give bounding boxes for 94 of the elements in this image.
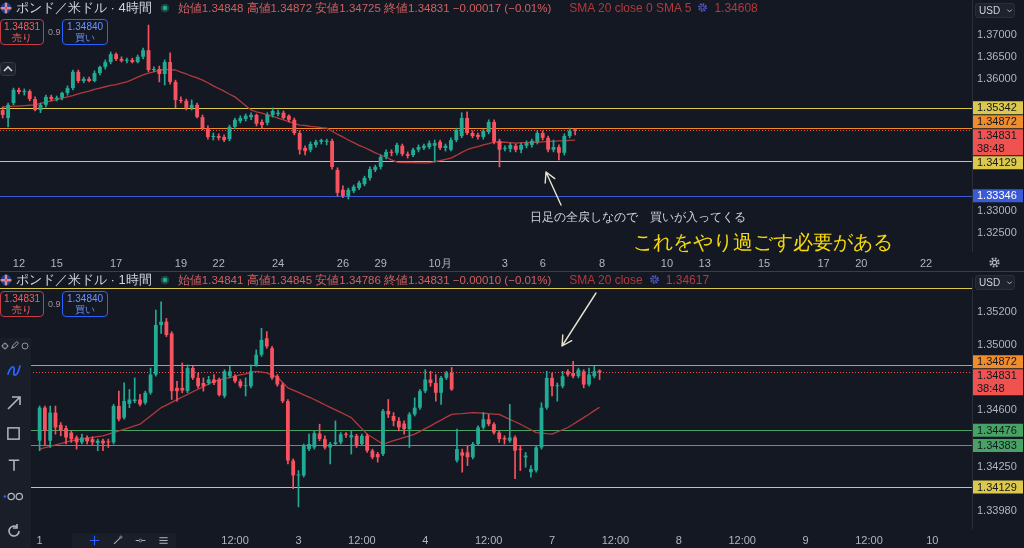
annotation: 売り bbox=[12, 32, 32, 43]
x-tick-label: 12:00 bbox=[474, 533, 503, 546]
y-tick-label: 1.37000 bbox=[977, 27, 1017, 40]
text: SMA 20 close bbox=[569, 272, 643, 287]
x-tick-label: 10月 bbox=[428, 256, 452, 269]
candlestick bbox=[344, 432, 348, 438]
sell-button: 1.34831 売り bbox=[0, 19, 44, 45]
text: 38:48 bbox=[977, 142, 1005, 155]
x-tick-label: 8 bbox=[599, 256, 606, 269]
y-tick-label: 1.35000 bbox=[977, 337, 1017, 350]
x-tick-label: 22 bbox=[212, 256, 225, 269]
y-tick-label: 1.35200 bbox=[977, 304, 1017, 317]
x-tick-label: 12 bbox=[12, 256, 26, 269]
x-tick-label: 9 bbox=[802, 533, 809, 546]
chart-title: ポンド／米ドル · 4時間 bbox=[16, 0, 152, 15]
x-tick-label: 3 bbox=[295, 533, 302, 546]
y-tick-label: 1.33000 bbox=[977, 203, 1017, 216]
candlestick bbox=[178, 96, 183, 104]
annotation: 0.9 bbox=[48, 299, 61, 309]
x-tick-label: 12:00 bbox=[855, 533, 883, 546]
currency-dropdown: USD bbox=[975, 275, 1015, 290]
ref-line-label: 1.34129 bbox=[977, 480, 1017, 493]
candlestick bbox=[132, 377, 137, 404]
annotation: これをやり過ごす必要がある bbox=[633, 230, 893, 254]
annotation: 始値1.34841 高値1.34845 安値1.34786 終値1.34831 −0.00010 (−0.01%) bbox=[177, 272, 552, 287]
x-tick-label: 17 bbox=[817, 256, 830, 269]
text: SMA 20 close 0 SMA 5 bbox=[569, 0, 692, 15]
y-tick-label: 1.33980 bbox=[977, 504, 1017, 517]
x-tick-label: 6 bbox=[539, 256, 546, 269]
ref-line-label: 1.34831 bbox=[977, 129, 1017, 142]
x-tick-label: 12:00 bbox=[348, 533, 376, 546]
candlestick bbox=[507, 404, 512, 443]
annotation: 買い bbox=[75, 304, 95, 315]
y-tick-label: 1.36500 bbox=[977, 49, 1017, 62]
x-tick-label: 15 bbox=[757, 256, 771, 269]
x-tick-label: 20 bbox=[855, 256, 868, 269]
x-tick-label: 12:00 bbox=[601, 533, 630, 546]
annotation: 1.34617 bbox=[665, 272, 710, 287]
candlestick bbox=[375, 452, 380, 463]
x-tick-label: 22 bbox=[919, 256, 933, 269]
currency-dropdown: USD bbox=[975, 3, 1015, 18]
candlestick bbox=[555, 382, 560, 402]
x-tick-label: 19 bbox=[174, 256, 188, 269]
buy-button: 1.34840 買い bbox=[62, 19, 108, 45]
annotation: 日足の全戻しなので 買いが入ってくる bbox=[530, 210, 746, 225]
annotation: 1.34831 bbox=[3, 293, 41, 304]
ref-line-label: 1.33346 bbox=[977, 189, 1017, 202]
x-tick-label: 24 bbox=[271, 256, 285, 269]
y-tick-label: 1.32500 bbox=[977, 225, 1017, 238]
ref-line-label: 1.34872 bbox=[977, 115, 1017, 128]
ref-line-label: 1.34476 bbox=[977, 423, 1017, 436]
ref-line-label: 1.34872 bbox=[977, 355, 1017, 368]
x-tick-label: 3 bbox=[501, 256, 508, 269]
x-tick-label: 4 bbox=[422, 533, 429, 546]
annotation: 1.34831 bbox=[3, 21, 41, 32]
ref-line-label: 1.34383 bbox=[977, 439, 1017, 452]
candlestick bbox=[432, 139, 437, 163]
annotation: 買い bbox=[75, 32, 95, 43]
x-tick-label: 8 bbox=[675, 533, 682, 546]
y-tick-label: 1.34250 bbox=[977, 460, 1017, 473]
x-tick-label: 12:00 bbox=[221, 533, 249, 546]
ref-line-label: 1.34129 bbox=[977, 156, 1017, 169]
ref-line-label: 1.35342 bbox=[977, 101, 1017, 114]
y-tick-label: 1.34600 bbox=[977, 402, 1017, 415]
x-tick-label: 26 bbox=[336, 256, 350, 269]
candlestick bbox=[328, 442, 333, 465]
candlestick bbox=[211, 132, 216, 141]
annotation: 1.34608 bbox=[714, 0, 758, 15]
sell-button: 1.34831 売り bbox=[0, 291, 44, 317]
candlestick bbox=[159, 301, 164, 334]
ref-line-label: 1.34831 bbox=[977, 369, 1017, 382]
candlestick bbox=[573, 128, 578, 136]
x-tick-label: 17 bbox=[109, 256, 123, 269]
candlestick bbox=[22, 88, 27, 96]
candlestick bbox=[460, 448, 465, 473]
candlestick bbox=[324, 138, 329, 146]
x-tick-label: 1 bbox=[36, 533, 43, 546]
x-tick-label: 15 bbox=[50, 256, 63, 269]
text: 38:48 bbox=[977, 382, 1005, 395]
x-tick-label: 29 bbox=[374, 256, 387, 269]
annotation: 売り bbox=[12, 304, 32, 315]
annotation: 1.34840 bbox=[66, 293, 104, 304]
candlestick bbox=[386, 399, 391, 418]
x-tick-label: 13 bbox=[698, 256, 711, 269]
chart-title: ポンド／米ドル · 1時間 bbox=[16, 271, 152, 287]
y-tick-label: 1.36000 bbox=[977, 71, 1017, 84]
annotation: 0.9 bbox=[48, 27, 61, 37]
x-tick-label: 10 bbox=[660, 256, 674, 269]
x-tick-label: 7 bbox=[548, 533, 556, 546]
x-tick-label: 10 bbox=[926, 533, 939, 546]
annotation: 始値1.34848 高値1.34872 安値1.34725 終値1.34831 −0.00017 (−0.01%) bbox=[177, 0, 552, 15]
x-tick-label: 12:00 bbox=[728, 533, 756, 546]
buy-button: 1.34840 買い bbox=[62, 291, 108, 317]
annotation: 1.34840 bbox=[66, 21, 104, 32]
